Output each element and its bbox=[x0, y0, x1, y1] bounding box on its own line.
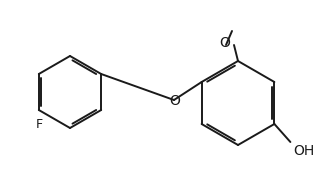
Text: OH: OH bbox=[293, 144, 315, 158]
Text: O: O bbox=[169, 94, 180, 108]
Text: F: F bbox=[35, 118, 42, 131]
Text: O: O bbox=[219, 36, 230, 50]
